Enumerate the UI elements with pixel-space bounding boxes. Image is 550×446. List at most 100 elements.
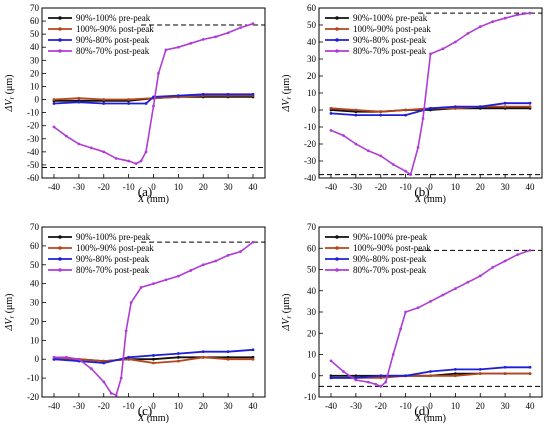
data-point xyxy=(124,329,128,333)
data-point xyxy=(176,352,180,355)
y-tick-label: -10 xyxy=(27,373,39,383)
x-tick-label: 20 xyxy=(476,182,486,192)
y-axis-label: ΔVr (μm) xyxy=(4,74,16,112)
y-tick-label: 30 xyxy=(307,307,317,317)
series-line-4 xyxy=(53,22,254,165)
data-point xyxy=(354,142,358,146)
legend-marker xyxy=(58,27,62,31)
panel-label: (a) xyxy=(138,184,152,199)
legend-marker xyxy=(58,16,62,20)
data-point xyxy=(379,376,383,380)
data-point xyxy=(102,380,106,384)
data-point xyxy=(429,299,432,303)
y-tick-label: 70 xyxy=(307,222,317,232)
data-point xyxy=(404,374,408,378)
data-point xyxy=(176,359,180,363)
data-point xyxy=(226,253,230,257)
data-point xyxy=(421,117,425,120)
x-tick-label: 10 xyxy=(174,401,184,411)
x-axis-label: X (mm) xyxy=(414,413,446,424)
x-tick-label: -10 xyxy=(400,182,412,192)
x-tick-label: -10 xyxy=(123,401,135,411)
legend-label: 90%-80% post-peak xyxy=(76,254,150,264)
x-tick-label: -30 xyxy=(350,401,362,411)
data-point xyxy=(201,355,205,359)
data-point xyxy=(152,282,155,286)
data-point xyxy=(139,286,143,289)
legend-marker xyxy=(335,27,339,31)
data-point xyxy=(354,374,358,378)
data-point xyxy=(466,32,470,35)
data-point xyxy=(503,101,507,105)
y-tick-label: -10 xyxy=(304,122,316,132)
legend-marker xyxy=(335,38,339,42)
y-tick-label: -10 xyxy=(27,108,39,118)
y-tick-label: 60 xyxy=(307,3,317,13)
data-point xyxy=(65,134,68,138)
x-tick-label: 40 xyxy=(249,401,259,411)
legend-label: 80%-70% post-peak xyxy=(353,46,427,56)
y-tick-label: 20 xyxy=(307,71,317,81)
legend-label: 90%-80% post-peak xyxy=(353,254,427,264)
data-point xyxy=(176,94,180,98)
y-tick-label: 30 xyxy=(307,54,317,64)
data-point xyxy=(214,259,218,263)
data-point xyxy=(429,52,432,56)
data-point xyxy=(399,327,403,331)
data-point xyxy=(416,306,420,310)
data-point xyxy=(201,92,205,96)
x-tick-label: 20 xyxy=(199,182,209,192)
x-tick-label: -30 xyxy=(350,182,362,192)
data-point xyxy=(201,263,205,267)
data-point xyxy=(528,372,532,376)
legend-label: 100%-90% post-peak xyxy=(76,243,154,253)
data-point xyxy=(251,22,255,26)
data-point xyxy=(366,149,370,153)
legend-marker xyxy=(335,246,339,250)
x-tick-label: 30 xyxy=(501,182,511,192)
x-tick-label: 40 xyxy=(526,182,536,192)
data-point xyxy=(329,106,333,110)
data-point xyxy=(251,348,255,352)
y-tick-label: 70 xyxy=(30,3,40,13)
data-point xyxy=(528,105,532,108)
data-point xyxy=(503,105,507,108)
data-point xyxy=(239,250,242,253)
x-axis-label: X (mm) xyxy=(414,194,446,205)
data-point xyxy=(516,13,519,17)
legend-label: 80%-70% post-peak xyxy=(353,265,427,275)
data-point xyxy=(329,376,333,380)
y-tick-label: 60 xyxy=(30,241,40,251)
y-tick-label: -30 xyxy=(304,156,316,166)
data-point xyxy=(404,113,408,117)
y-tick-label: -20 xyxy=(27,392,39,402)
y-tick-label: 50 xyxy=(307,265,317,275)
data-point xyxy=(379,110,383,114)
data-point xyxy=(144,150,148,154)
chart-panel-4: -40 -30 -20 -10 0 10 20 30 40 -10 0 10 20 30 40 50 60 70 9… xyxy=(281,222,543,424)
y-tick-label: -20 xyxy=(304,139,316,149)
data-point xyxy=(354,113,358,117)
data-point xyxy=(416,146,420,149)
data-point xyxy=(453,374,457,378)
data-point xyxy=(89,146,93,150)
data-point xyxy=(127,102,131,105)
x-tick-label: -40 xyxy=(48,401,60,411)
data-point xyxy=(129,301,133,304)
data-point xyxy=(127,355,131,359)
data-point xyxy=(226,350,230,354)
x-tick-label: 10 xyxy=(451,182,461,192)
legend-marker xyxy=(58,257,62,261)
data-point xyxy=(409,173,412,177)
legend-label: 100%-90% post-peak xyxy=(76,24,154,34)
data-point xyxy=(384,380,388,384)
data-point xyxy=(404,169,408,173)
x-tick-label: 30 xyxy=(224,401,234,411)
data-point xyxy=(77,142,81,146)
data-point xyxy=(201,350,205,354)
x-tick-label: -30 xyxy=(73,182,85,192)
y-tick-label: 20 xyxy=(307,328,317,338)
x-axis-label: X (mm) xyxy=(137,413,169,424)
y-tick-label: 10 xyxy=(307,88,317,98)
